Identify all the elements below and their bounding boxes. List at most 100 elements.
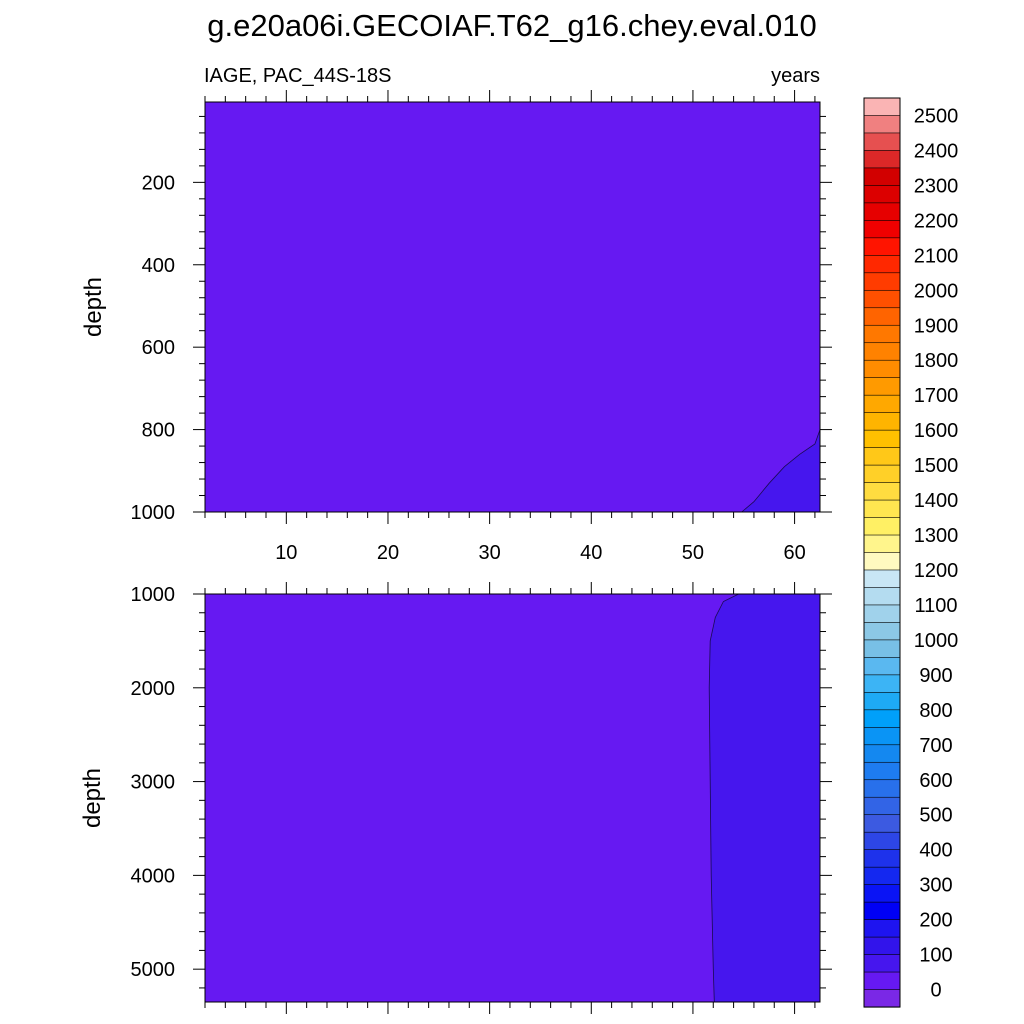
colorbar-swatch (863, 744, 901, 763)
y-tick-label: 1000 (131, 584, 176, 606)
colorbar-swatch (863, 272, 901, 291)
colorbar-swatch (863, 622, 901, 641)
colorbar-swatch (863, 307, 901, 326)
x-tick-label: 30 (479, 542, 501, 564)
colorbar-swatch (863, 604, 901, 624)
colorbar-swatch (863, 255, 901, 274)
y-tick-label: 800 (142, 420, 175, 442)
colorbar-swatch (863, 936, 901, 956)
y-tick-label: 5000 (131, 959, 176, 981)
colorbar-label: 1700 (914, 385, 959, 407)
colorbar-label: 1400 (914, 490, 959, 512)
y-tick-label: 600 (142, 337, 175, 359)
colorbar-swatch (863, 482, 901, 501)
colorbar-label: 700 (919, 735, 952, 757)
colorbar-label: 1500 (914, 455, 959, 477)
colorbar-label: 1100 (914, 595, 957, 617)
x-tick-label: 40 (580, 542, 602, 564)
colorbar-swatch (863, 342, 901, 361)
colorbar-frame (863, 97, 901, 1008)
colorbar-swatch (863, 814, 901, 833)
panel-lower: 1000 2000 3000 4000 5000 depth (79, 582, 832, 1014)
colorbar-swatch (863, 587, 901, 606)
colorbar-swatch (863, 831, 901, 851)
colorbar-swatch (863, 289, 901, 309)
colorbar-swatch (863, 377, 901, 396)
colorbar-label: 600 (919, 770, 952, 792)
colorbar-label: 1900 (914, 315, 959, 337)
colorbar-label: 200 (919, 910, 952, 932)
colorbar-label: 1000 (914, 630, 959, 652)
colorbar-label: 2300 (914, 175, 959, 197)
colorbar-swatch (863, 779, 901, 798)
colorbar-swatch (863, 761, 901, 781)
panel-upper: 200 400 600 800 1000 depth 10 20 30 40 50 60 (80, 90, 832, 564)
colorbar-swatch (863, 674, 901, 693)
colorbar-label: 800 (919, 700, 952, 722)
colorbar-label: 300 (919, 875, 952, 897)
plot-frame (204, 101, 821, 513)
colorbar-label: 1200 (914, 560, 959, 582)
contour-fill-background (205, 102, 820, 512)
colorbar-swatch (863, 132, 901, 152)
colorbar-swatch (863, 884, 901, 903)
colorbar-label: 2400 (914, 140, 959, 162)
colorbar-swatch (863, 167, 901, 187)
colorbar-swatch (863, 534, 901, 554)
colorbar-swatch (863, 499, 901, 519)
y-tick-label: 3000 (131, 772, 176, 794)
colorbar-swatch (863, 919, 901, 938)
colorbar-label: 2200 (914, 210, 959, 232)
colorbar-label: 1600 (914, 420, 959, 442)
y-axis-label: depth (79, 768, 106, 828)
colorbar-swatch (863, 971, 901, 991)
colorbar-swatch (863, 324, 901, 344)
colorbar-swatch (863, 429, 901, 449)
colorbar-label: 2500 (914, 105, 959, 127)
contour-line (741, 429, 821, 513)
colorbar-label: 0 (930, 980, 941, 1002)
colorbar-swatch (863, 989, 901, 1008)
colorbar-swatch (863, 954, 901, 973)
colorbar-swatch (863, 639, 901, 658)
colorbar-label: 500 (919, 805, 952, 827)
colorbar-swatch (863, 657, 901, 676)
colorbar-label: 100 (919, 945, 952, 967)
colorbar-swatch (863, 866, 901, 886)
colorbar-swatch (863, 569, 901, 589)
y-tick-label: 400 (142, 255, 175, 277)
colorbar-swatch (863, 727, 901, 746)
colorbar-swatch (863, 150, 901, 169)
colorbar-swatch (863, 901, 901, 921)
y-tick-label: 2000 (131, 678, 176, 700)
colorbar: 2500240023002200210020001900180017001600… (863, 97, 959, 1008)
colorbar-swatch (863, 849, 901, 868)
colorbar-swatch (863, 185, 901, 204)
colorbar-swatch (863, 552, 901, 571)
y-tick-label: 1000 (131, 502, 176, 524)
colorbar-swatch (863, 464, 901, 484)
colorbar-swatch (863, 796, 901, 816)
y-axis-label: depth (80, 277, 107, 337)
units-label: years (771, 65, 820, 87)
variable-label: IAGE, PAC_44S-18S (204, 65, 392, 87)
x-tick-label: 50 (682, 542, 704, 564)
colorbar-label: 400 (919, 840, 952, 862)
contour-fill-region (709, 594, 820, 1002)
colorbar-label: 2000 (914, 280, 959, 302)
colorbar-swatch (863, 237, 901, 256)
colorbar-label: 900 (919, 665, 952, 687)
chart-title: g.e20a06i.GECOIAF.T62_g16.chey.eval.010 (207, 8, 816, 43)
colorbar-swatch (863, 394, 901, 414)
y-tick-label: 4000 (131, 865, 176, 887)
colorbar-swatch (863, 220, 901, 239)
colorbar-swatch (863, 359, 901, 379)
contour-line (708, 593, 739, 1003)
x-tick-label: 20 (377, 542, 399, 564)
colorbar-swatch (863, 447, 901, 466)
colorbar-swatch (863, 202, 901, 221)
colorbar-swatch (863, 692, 901, 711)
y-tick-label: 200 (142, 172, 175, 194)
